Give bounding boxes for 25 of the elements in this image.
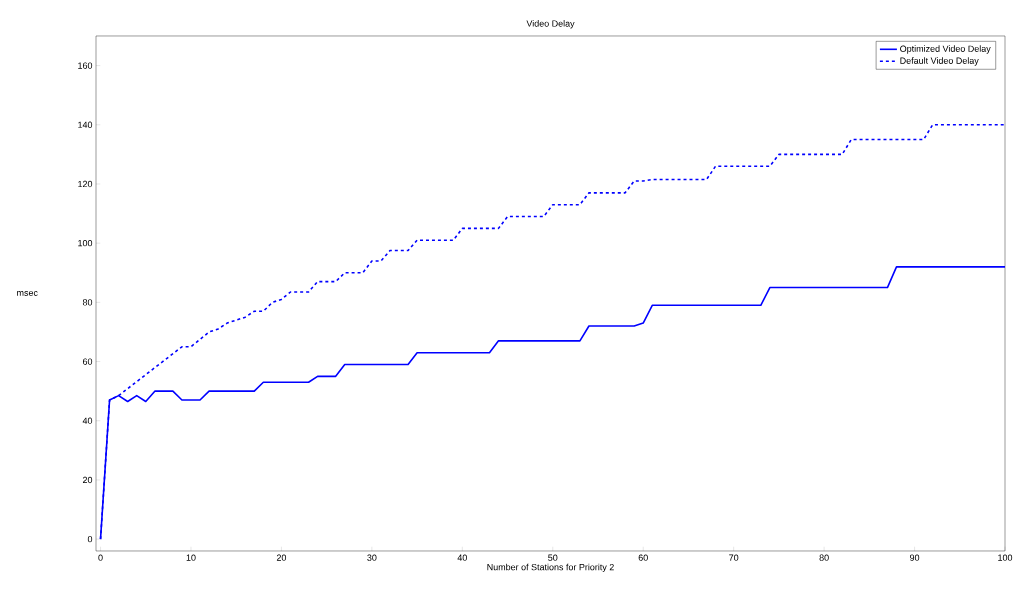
- x-tick-label: 80: [819, 554, 829, 561]
- x-tick-label: 10: [186, 554, 196, 561]
- x-tick-label: 20: [276, 554, 287, 561]
- x-tick-label: 90: [910, 554, 920, 561]
- y-tick-label: 160: [78, 62, 93, 69]
- x-tick-label: 0: [98, 554, 103, 561]
- legend-label: Optimized Video Delay: [900, 45, 991, 54]
- y-tick-label: 60: [82, 358, 93, 365]
- x-tick-label: 30: [367, 554, 377, 561]
- y-tick-label: 140: [78, 121, 93, 128]
- x-tick-label: 60: [638, 554, 648, 561]
- y-tick-label: 100: [78, 239, 93, 247]
- legend-label: Default Video Delay: [900, 57, 979, 66]
- x-tick-label: 50: [548, 554, 558, 561]
- x-axis-title: Number of Stations for Priority 2: [487, 563, 614, 573]
- y-axis-title: msec: [17, 291, 38, 296]
- x-tick-label: 100: [998, 554, 1013, 561]
- y-tick-label: 120: [78, 180, 93, 188]
- x-tick-label: 40: [457, 554, 467, 561]
- y-tick-label: 80: [82, 299, 93, 306]
- chart-title: Video Delay: [526, 20, 575, 29]
- y-tick-label: 40: [82, 417, 93, 424]
- x-tick-label: 70: [729, 554, 739, 561]
- y-tick-label: 0: [87, 535, 93, 543]
- y-tick-label: 20: [82, 476, 93, 484]
